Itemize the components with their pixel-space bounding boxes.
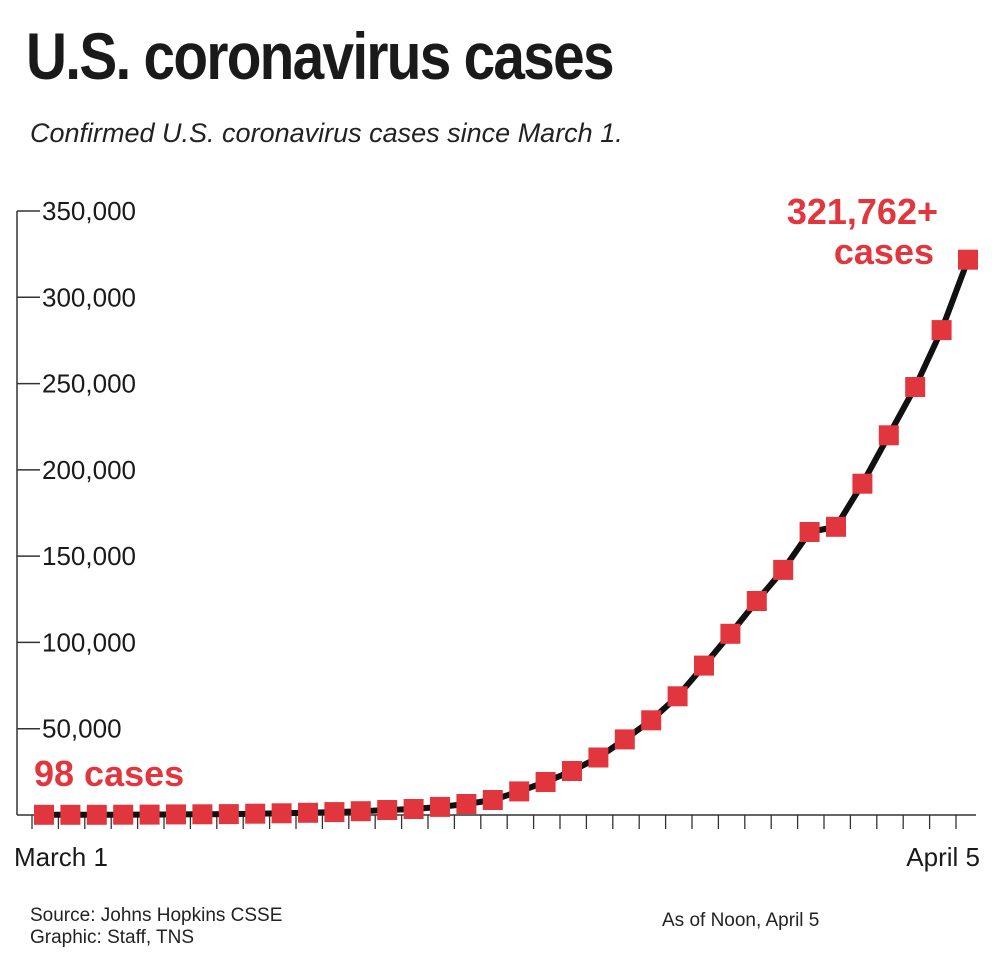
data-point [482, 790, 503, 810]
chart-title: U.S. coronavirus cases [26, 19, 615, 93]
data-point [826, 516, 846, 537]
y-tick-label: 250,000 [42, 369, 136, 399]
data-point [562, 761, 582, 781]
start-annotation: 98 cases [34, 753, 184, 794]
data-point [324, 802, 345, 823]
data-point [245, 803, 266, 824]
y-tick-label: 50,000 [42, 714, 122, 744]
data-point [192, 804, 213, 825]
data-point [667, 686, 688, 707]
as-of-note: As of Noon, April 5 [662, 910, 820, 931]
trend-line [44, 258, 971, 818]
end-annotation-value: 321,762+ [787, 191, 938, 232]
data-point [773, 559, 794, 580]
data-point [799, 522, 820, 542]
data-point [350, 801, 371, 822]
y-tick-label: 300,000 [42, 282, 136, 312]
y-tick-label: 200,000 [42, 455, 136, 485]
data-point [113, 804, 134, 825]
x-end-label: April 5 [906, 842, 980, 872]
data-point [746, 591, 767, 611]
data-point [166, 804, 186, 825]
data-point [86, 804, 107, 825]
data-point [958, 249, 978, 270]
y-tick-label: 350,000 [42, 196, 136, 226]
graphic-credit: Graphic: Staff, TNS [30, 927, 195, 948]
y-tick-label: 150,000 [42, 541, 136, 571]
chart-subtitle: Confirmed U.S. coronavirus cases since M… [30, 118, 623, 148]
data-point [641, 710, 662, 731]
data-point [535, 772, 556, 792]
data-markers [34, 249, 978, 825]
data-point [377, 800, 398, 820]
data-point [218, 804, 239, 825]
data-point [139, 804, 160, 825]
data-point [271, 803, 292, 824]
data-point [456, 794, 477, 814]
end-annotation-unit: cases [834, 231, 934, 272]
data-point [905, 377, 926, 397]
data-point [614, 729, 635, 750]
y-tick-label: 100,000 [42, 627, 136, 657]
data-point [931, 320, 952, 341]
data-point [60, 804, 81, 825]
data-point [298, 802, 318, 823]
data-point [852, 473, 873, 494]
data-point [588, 747, 609, 768]
data-point [509, 781, 530, 802]
axes [16, 210, 976, 829]
data-point [878, 425, 899, 446]
data-point [34, 804, 54, 825]
data-point [430, 796, 450, 817]
axis-labels: 50,000 100,000 150,000 200,000 250,000 300,00… [14, 196, 980, 872]
x-start-label: March 1 [14, 842, 108, 872]
series-line [44, 258, 971, 818]
source-note: Source: Johns Hopkins CSSE [30, 905, 283, 926]
data-point [720, 623, 741, 644]
data-point [694, 655, 714, 676]
data-point [403, 799, 424, 819]
